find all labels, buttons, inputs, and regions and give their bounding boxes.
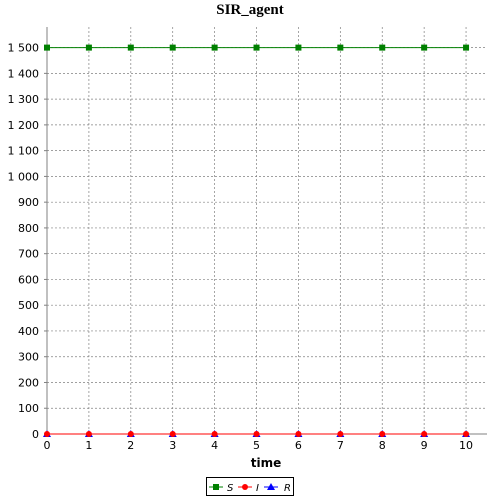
y-tick-label: 600 — [18, 273, 39, 286]
plot-area — [47, 27, 487, 434]
data-point-I — [169, 431, 176, 437]
legend-marker — [267, 483, 275, 490]
y-tick-label: 1 000 — [8, 170, 40, 183]
y-tick-label: 800 — [18, 222, 39, 235]
data-point-S — [253, 44, 260, 51]
legend-label: S — [227, 483, 234, 494]
data-point-S — [463, 44, 470, 51]
legend-item-R: R — [264, 483, 291, 494]
legend-item-I: I — [238, 483, 259, 494]
grid-layer — [47, 27, 487, 434]
data-point-S — [295, 44, 302, 51]
data-point-I — [85, 431, 92, 437]
x-tick-label: 7 — [337, 439, 344, 452]
data-point-I — [44, 431, 50, 437]
legend-label: I — [256, 483, 259, 494]
legend-label: R — [284, 483, 291, 494]
data-point-S — [337, 44, 344, 51]
y-tick-label: 1 100 — [8, 145, 40, 158]
data-point-S — [44, 44, 50, 51]
data-point-I — [337, 431, 344, 437]
data-point-S — [421, 44, 428, 51]
y-tick-label: 900 — [18, 196, 39, 209]
y-tick-label: 300 — [18, 351, 39, 364]
y-tick-label: 0 — [32, 428, 39, 441]
y-tick-label: 1 300 — [8, 93, 40, 106]
data-point-I — [211, 431, 218, 437]
data-point-S — [211, 44, 218, 51]
legend-item-S: S — [209, 483, 234, 494]
x-tick-label: 1 — [85, 439, 92, 452]
legend-marker — [242, 484, 248, 490]
y-tick-label: 100 — [18, 402, 39, 415]
y-tick-label: 1 500 — [8, 42, 40, 55]
x-tick-label: 8 — [379, 439, 386, 452]
data-point-I — [295, 431, 302, 437]
y-tick-label: 1 400 — [8, 67, 40, 80]
legend-marker — [213, 484, 219, 490]
data-point-S — [169, 44, 176, 51]
ticks-layer: 0 1 2 3 4 5 6 7 8 9 100100200300400500600700800900… — [8, 42, 474, 452]
x-tick-label: 3 — [169, 439, 176, 452]
data-point-I — [463, 431, 470, 437]
y-tick-label: 200 — [18, 376, 39, 389]
x-tick-label: 0 — [44, 439, 51, 452]
series-S — [44, 44, 470, 51]
x-tick-label: 6 — [295, 439, 302, 452]
x-axis-title: time — [251, 456, 282, 470]
x-tick-label: 4 — [211, 439, 218, 452]
y-tick-label: 1 200 — [8, 119, 40, 132]
x-tick-label: 5 — [253, 439, 260, 452]
data-point-S — [127, 44, 134, 51]
data-point-I — [253, 431, 260, 437]
series-layer — [43, 44, 471, 437]
data-point-S — [379, 44, 386, 51]
series-I — [44, 431, 470, 437]
data-point-I — [127, 431, 134, 437]
x-tick-label: 2 — [127, 439, 134, 452]
data-point-I — [379, 431, 386, 437]
data-point-I — [421, 431, 428, 437]
y-tick-label: 500 — [18, 299, 39, 312]
chart-title: SIR_agent — [216, 2, 284, 18]
y-tick-label: 700 — [18, 248, 39, 261]
y-tick-label: 400 — [18, 325, 39, 338]
x-tick-label: 9 — [421, 439, 428, 452]
x-tick-label: 10 — [459, 439, 473, 452]
data-point-S — [85, 44, 92, 51]
